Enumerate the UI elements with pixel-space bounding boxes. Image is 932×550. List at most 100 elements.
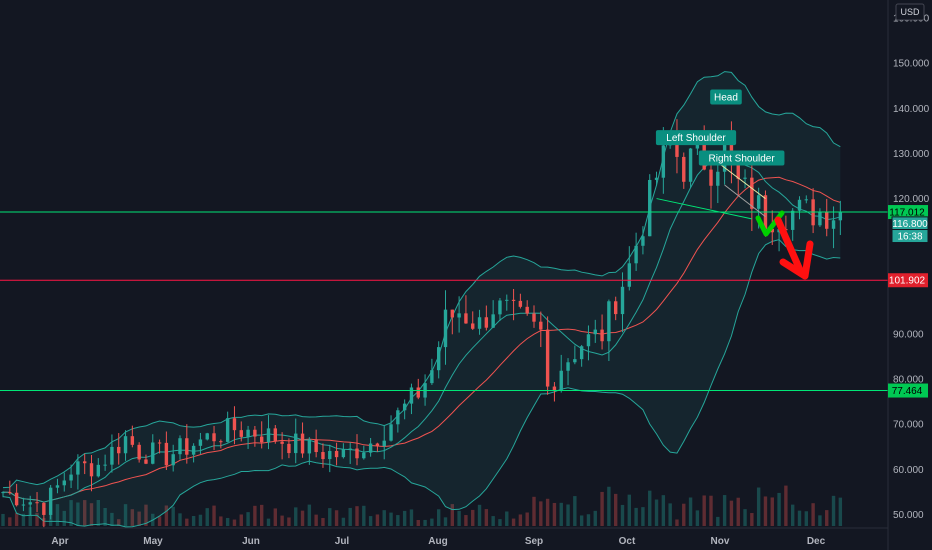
volume-bar [144,504,148,526]
candle-body [464,313,468,324]
candle-body [103,464,107,466]
annotation-bg-2 [698,150,785,166]
volume-bar [797,510,802,526]
candle-body [682,156,686,182]
horizontal-levels[interactable] [0,211,888,392]
neckline[interactable] [656,198,752,220]
volume-bar [82,500,87,526]
candle-body [82,461,87,464]
volume-bar [396,515,400,526]
volume-bar [287,517,291,526]
candle-body [341,449,346,458]
trend-line-lower[interactable] [724,184,766,218]
volume-bar [566,504,570,526]
volume-bar [484,509,489,526]
candle-body [28,502,32,505]
volume-bar [48,514,53,526]
volume-bar [164,505,169,526]
currency-label[interactable]: USD [895,3,925,21]
volume-bar [21,513,26,526]
volume-bar [661,495,666,526]
volume-bar [239,514,243,526]
candle-body [586,334,591,347]
volume-bar [341,517,346,526]
candle-body [675,140,679,157]
candle-body [321,452,325,460]
candle-body [348,448,352,450]
price-label-0: 116.800 [892,219,928,230]
level-label-bg-1 [888,273,928,288]
candle-body [838,212,843,221]
level-label-bg-0 [888,205,928,220]
down-arrow-shaft[interactable] [774,216,804,274]
volume-bar [409,509,414,526]
volume-bar [55,504,60,526]
candle-body [607,301,611,342]
volume-bar [375,514,380,526]
candle-body [198,439,203,446]
candle-body [144,459,148,464]
candle-body [137,444,141,460]
candle-body [280,441,284,444]
volume-bar [191,515,196,526]
volume-bar [355,506,359,526]
x-tick-label: Oct [619,536,636,547]
volume-bar [205,508,209,526]
volume-bar [525,512,529,526]
pattern-annotations: Head Left Shoulder Right Shoulder [655,89,785,166]
ma-line [2,176,841,503]
volume-bar [307,504,312,526]
volume-bar [443,517,448,526]
level-label-bg-2 [888,383,928,398]
currency-label-text: USD [900,7,920,17]
candle-body [273,428,278,442]
candle-body [593,329,597,335]
volume-bar [464,515,468,526]
volume-bar [743,509,747,526]
volume-bar [593,510,597,526]
level-label-1: 101.902 [889,276,926,287]
volume-bar [280,515,284,526]
volume-bar [607,486,611,526]
annotation-2: Right Shoulder [709,153,776,164]
candle-body [389,424,393,441]
candle-body [362,452,366,459]
candles [1,119,843,528]
candle-body [164,442,169,466]
down-arrow-head[interactable] [779,240,814,280]
candle-body [232,418,237,431]
candle-body [314,439,318,453]
candle-body [253,429,257,437]
volume-bar [825,510,829,526]
volume-bar [185,518,189,526]
candle-body [259,436,264,443]
candle-body [641,236,645,246]
candle-body [21,504,26,506]
candle-body [171,454,175,466]
volume-bar [668,503,672,526]
volume-bar [532,496,536,526]
volume-bar [137,511,141,526]
volume-bar [586,514,591,526]
candle-body [688,148,693,182]
annotation-bg-0 [710,89,742,105]
candle-body [627,263,632,287]
volume-bar [171,506,175,526]
volume-bar [69,500,73,526]
price-label-bg-1 [891,229,929,244]
x-tick-label: Aug [428,536,447,547]
volume-bar [620,504,625,526]
trend-line-upper[interactable] [717,162,766,199]
candle-body [246,429,250,437]
candle-body [579,346,584,360]
candle-body [716,171,720,186]
candle-body [825,212,829,229]
drawings[interactable] [656,162,814,280]
candle-body [96,464,101,477]
annotation-1: Left Shoulder [666,133,726,144]
volume-bar [709,495,713,526]
candle-body [661,145,666,178]
volume-bar [423,519,427,526]
